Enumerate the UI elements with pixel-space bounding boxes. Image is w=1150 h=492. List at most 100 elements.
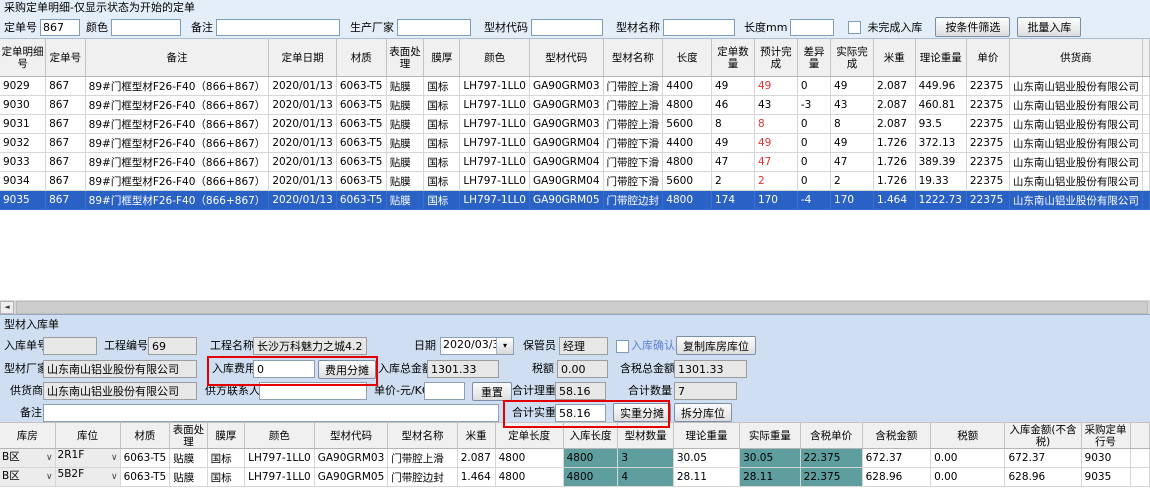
column-header[interactable]: 型材名称: [387, 422, 458, 449]
horizontal-scrollbar[interactable]: ◄: [0, 300, 1150, 314]
inbound-detail-table: 库房 库位 材质 表面处理 膜厚 颜色 型材代码 型材名称 米重 定单长度 入库长度 型材数量 理论重量…: [0, 422, 1150, 492]
column-header[interactable]: 入库金额(不含税): [1004, 422, 1082, 449]
copy-location-button[interactable]: 复制库房库位: [676, 336, 756, 355]
column-header[interactable]: 材质: [336, 39, 387, 77]
column-header[interactable]: [1130, 422, 1150, 449]
project-name-field[interactable]: [253, 337, 367, 355]
column-header[interactable]: 型材代码: [529, 39, 604, 77]
split-location-button[interactable]: 拆分库位: [674, 403, 732, 422]
column-header[interactable]: 采购定单行号: [1081, 422, 1131, 449]
batch-inbound-button[interactable]: 批量入库: [1017, 17, 1082, 37]
filter-label-color: 颜色: [86, 21, 108, 34]
length-filter-input[interactable]: [790, 18, 835, 36]
tax-field[interactable]: [557, 360, 608, 378]
keeper-field[interactable]: [559, 337, 608, 355]
date-picker-dropdown-icon[interactable]: ▾: [496, 338, 513, 354]
combo-cell[interactable]: B区 ∨: [0, 467, 56, 487]
column-header[interactable]: 库房: [0, 422, 56, 449]
remark-filter-input[interactable]: [216, 18, 340, 36]
column-header[interactable]: 理论重量: [673, 422, 741, 449]
column-header[interactable]: 型材代码: [314, 422, 389, 449]
table-row[interactable]: 9030 867 89#门框型材F26-F40（866+867） 2020/01/13…: [0, 95, 1150, 115]
supplier-field[interactable]: [43, 382, 197, 400]
column-header[interactable]: 含税金额: [862, 422, 932, 449]
combo-cell[interactable]: 5B2F ∨: [55, 467, 121, 487]
supplier-contact-field[interactable]: [259, 382, 367, 400]
column-header[interactable]: 库位: [55, 422, 121, 449]
column-header[interactable]: 定单日期: [268, 39, 337, 77]
combo-cell[interactable]: 2R1F ∨: [55, 448, 121, 468]
filter-by-condition-button[interactable]: 按条件筛选: [935, 17, 1011, 37]
column-header[interactable]: 供货商: [1009, 39, 1143, 77]
color-filter-input[interactable]: [111, 18, 181, 36]
column-header[interactable]: 材质: [120, 422, 171, 449]
scroll-left-icon[interactable]: ◄: [0, 300, 14, 314]
inbound-confirm-checkbox[interactable]: [616, 340, 629, 353]
table-row[interactable]: 9029 867 89#门框型材F26-F40（866+867） 2020/01/13…: [0, 76, 1150, 96]
table-row[interactable]: 9035 867 89#门框型材F26-F40（866+867） 2020/01/13…: [0, 190, 1150, 210]
column-header[interactable]: 差异量: [797, 39, 832, 77]
remark-field[interactable]: [43, 404, 499, 422]
column-header[interactable]: 定单长度: [495, 422, 564, 449]
profile-name-filter-input[interactable]: [663, 18, 735, 36]
unit-price-field[interactable]: [424, 382, 465, 400]
chevron-down-icon[interactable]: ∨: [110, 453, 118, 463]
column-header[interactable]: 含税单价: [800, 422, 863, 449]
column-header[interactable]: 表面处理: [386, 39, 425, 77]
combo-cell[interactable]: B区 ∨: [0, 448, 56, 468]
table-row[interactable]: 9034 867 89#门框型材F26-F40（866+867） 2020/01/13…: [0, 171, 1150, 191]
date-picker-field[interactable]: 2020/03/31 ▾: [440, 337, 514, 355]
column-header[interactable]: 米重: [457, 422, 496, 449]
profile-code-filter-input[interactable]: [531, 18, 603, 36]
column-header[interactable]: 长度: [662, 39, 712, 77]
weight-split-button[interactable]: 实重分摊: [613, 403, 671, 422]
manufacturer-filter-input[interactable]: [397, 18, 471, 36]
project-name-label: 工程名称: [210, 339, 254, 352]
reset-button[interactable]: 重置: [472, 382, 512, 401]
column-header[interactable]: 型材数量: [617, 422, 674, 449]
column-header[interactable]: 定单号: [45, 39, 86, 77]
column-header[interactable]: 定单明细号: [0, 39, 47, 77]
column-header[interactable]: 单价: [966, 39, 1010, 77]
fee-split-button[interactable]: 费用分摊: [318, 360, 376, 379]
column-header[interactable]: 颜色: [459, 39, 530, 77]
column-header[interactable]: 型材名称: [603, 39, 664, 77]
column-header[interactable]: 税额: [930, 422, 1006, 449]
filter-label-order-no: 定单号: [4, 21, 37, 34]
order-no-filter-input[interactable]: [40, 18, 80, 36]
column-header[interactable]: 米重: [873, 39, 916, 77]
column-header[interactable]: 表面处理: [169, 422, 208, 449]
column-header[interactable]: 理论重量: [915, 39, 967, 77]
table-row[interactable]: B区 ∨ 2R1F ∨ 6063-T5 贴膜 国标 LH797-1LL0 GA90GRM03 门带…: [0, 448, 1150, 468]
inbound-no-field[interactable]: [43, 337, 97, 355]
table-row[interactable]: 9031 867 89#门框型材F26-F40（866+867） 2020/01/13…: [0, 114, 1150, 134]
column-header[interactable]: [1142, 39, 1150, 77]
column-header[interactable]: 实际重量: [739, 422, 801, 449]
column-header[interactable]: 实际完成: [830, 39, 874, 77]
column-header[interactable]: 预计完成: [754, 39, 798, 77]
table-row[interactable]: 9032 867 89#门框型材F26-F40（866+867） 2020/01/13…: [0, 133, 1150, 153]
actual-weight-field[interactable]: [555, 404, 606, 422]
unfinished-inbound-checkbox[interactable]: [848, 20, 862, 34]
chevron-down-icon[interactable]: ∨: [45, 472, 53, 482]
table-row[interactable]: 9033 867 89#门框型材F26-F40（866+867） 2020/01/13…: [0, 152, 1150, 172]
total-amount-field[interactable]: [427, 360, 499, 378]
column-header[interactable]: 颜色: [244, 422, 315, 449]
column-header[interactable]: 膜厚: [423, 39, 461, 77]
scrollbar-thumb[interactable]: [16, 300, 1148, 314]
column-header[interactable]: 备注: [85, 39, 270, 77]
theory-weight-field[interactable]: [555, 382, 606, 400]
factory-field[interactable]: [43, 360, 197, 378]
total-amount-label: 入库总金额: [378, 362, 433, 375]
column-header[interactable]: 入库长度: [563, 422, 619, 449]
chevron-down-icon[interactable]: ∨: [110, 472, 118, 482]
project-no-field[interactable]: [148, 337, 197, 355]
tax-total-field[interactable]: [674, 360, 747, 378]
column-header[interactable]: 定单数量: [711, 39, 755, 77]
filter-label-profile-code: 型材代码: [484, 21, 528, 34]
chevron-down-icon[interactable]: ∨: [45, 453, 53, 463]
total-qty-field[interactable]: [674, 382, 737, 400]
fee-field[interactable]: [253, 360, 315, 378]
column-header[interactable]: 膜厚: [207, 422, 246, 449]
table-row[interactable]: B区 ∨ 5B2F ∨ 6063-T5 贴膜 国标 LH797-1LL0 GA90GRM05 门带…: [0, 467, 1150, 487]
